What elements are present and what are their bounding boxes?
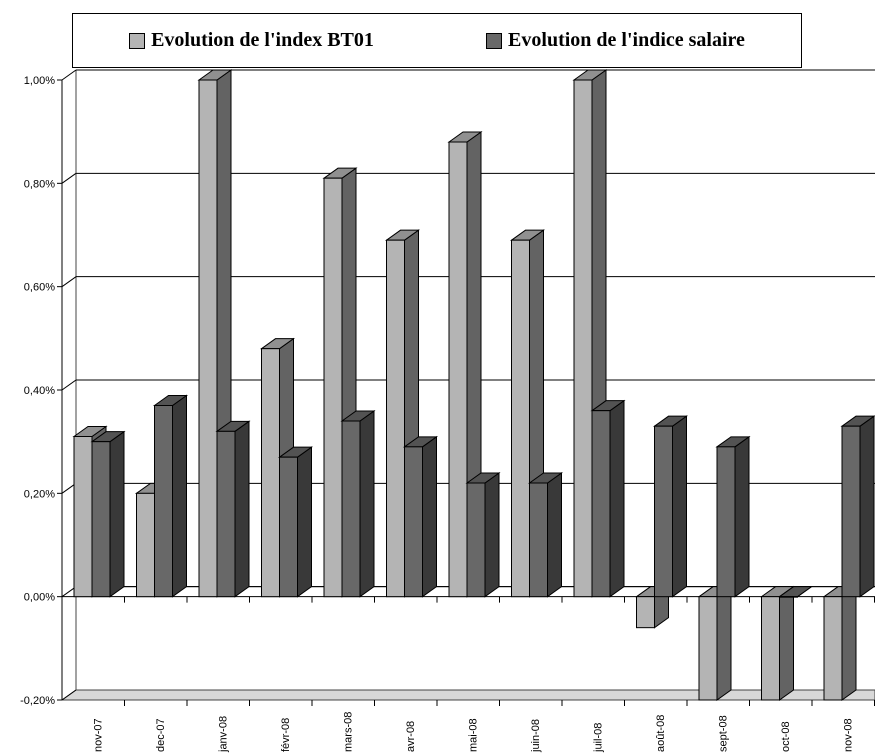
bar-salaire [529,482,548,598]
y-tick-label: 0,60% [24,282,55,294]
x-tick-label: janv-08 [217,716,229,753]
legend-swatch-bt01 [129,32,146,49]
bar-side [234,420,250,598]
bar-bt01 [573,79,593,598]
bar-side [841,585,857,701]
bar-bt01 [823,596,843,701]
x-tick-label: nov-07 [92,718,104,752]
bar-bt01 [136,492,155,598]
bar-bt01 [448,141,468,598]
bar-salaire [591,410,611,598]
y-tick-label: 0,20% [24,488,55,500]
x-tick-label: juil-08 [592,723,604,753]
bar-bt01 [386,239,405,598]
bar-salaire [279,456,298,598]
bar-salaire [466,482,486,598]
x-tick-label: avr-08 [405,721,417,752]
legend-swatch-salaire [486,32,503,49]
bar-salaire [216,430,236,598]
bar-side [716,585,732,701]
bar-bt01 [261,348,280,598]
bar-salaire [654,425,673,598]
y-tick-label: 0,00% [24,592,55,604]
x-tick-label: nov-08 [842,718,854,752]
bar-side [172,394,187,598]
chart-floor [60,689,875,701]
bar-side [547,472,562,598]
y-tick-label: 0,80% [24,178,55,190]
x-tick-label: mai-08 [467,718,479,752]
bar-side [484,472,500,598]
y-tick-label: 0,40% [24,385,55,397]
bar-side [359,410,375,598]
bar-side [109,430,125,598]
bar-bt01 [323,177,343,598]
bar-bt01 [761,596,780,701]
bar-side [672,415,687,598]
bar-side [422,435,437,598]
legend: Evolution de l'index BT01 Evolution de l… [72,13,802,68]
gridline-depth [61,379,77,391]
bar-bt01 [698,596,718,701]
x-tick-label: dec-07 [155,718,167,752]
x-tick-label: oct-08 [780,721,792,752]
y-tick-label: -0,20% [20,695,55,707]
bar-salaire [91,441,111,598]
bar-bt01 [511,239,530,598]
gridline-depth [61,276,77,288]
x-tick-label: févr-08 [280,718,292,752]
bar-bt01 [198,79,218,598]
bar-bt01 [73,436,93,598]
bar-salaire [154,405,173,598]
gridline-depth [61,69,77,81]
bar-salaire [341,420,361,598]
bar-side [609,399,625,598]
bar-side [297,446,312,598]
bar-side [779,585,794,701]
bar-salaire [716,446,736,598]
x-tick-label: août-08 [655,715,667,752]
y-tick-label: 1,00% [24,75,55,87]
legend-item-salaire: Evolution de l'indice salaire [486,29,745,52]
x-tick-label: sept-08 [717,715,729,752]
legend-item-bt01: Evolution de l'index BT01 [129,29,374,52]
bar-salaire [404,446,423,598]
gridline-depth [61,172,77,184]
gridline-depth [61,689,77,701]
legend-label-bt01: Evolution de l'index BT01 [151,29,374,51]
bar-salaire [779,596,798,598]
bar-salaire [841,425,861,598]
x-tick-label: mars-08 [342,712,354,752]
bar-bt01 [636,596,655,629]
legend-label-salaire: Evolution de l'indice salaire [508,29,745,51]
x-tick-label: juin-08 [530,719,542,753]
bar-side [734,435,750,598]
bar-side [859,415,875,598]
